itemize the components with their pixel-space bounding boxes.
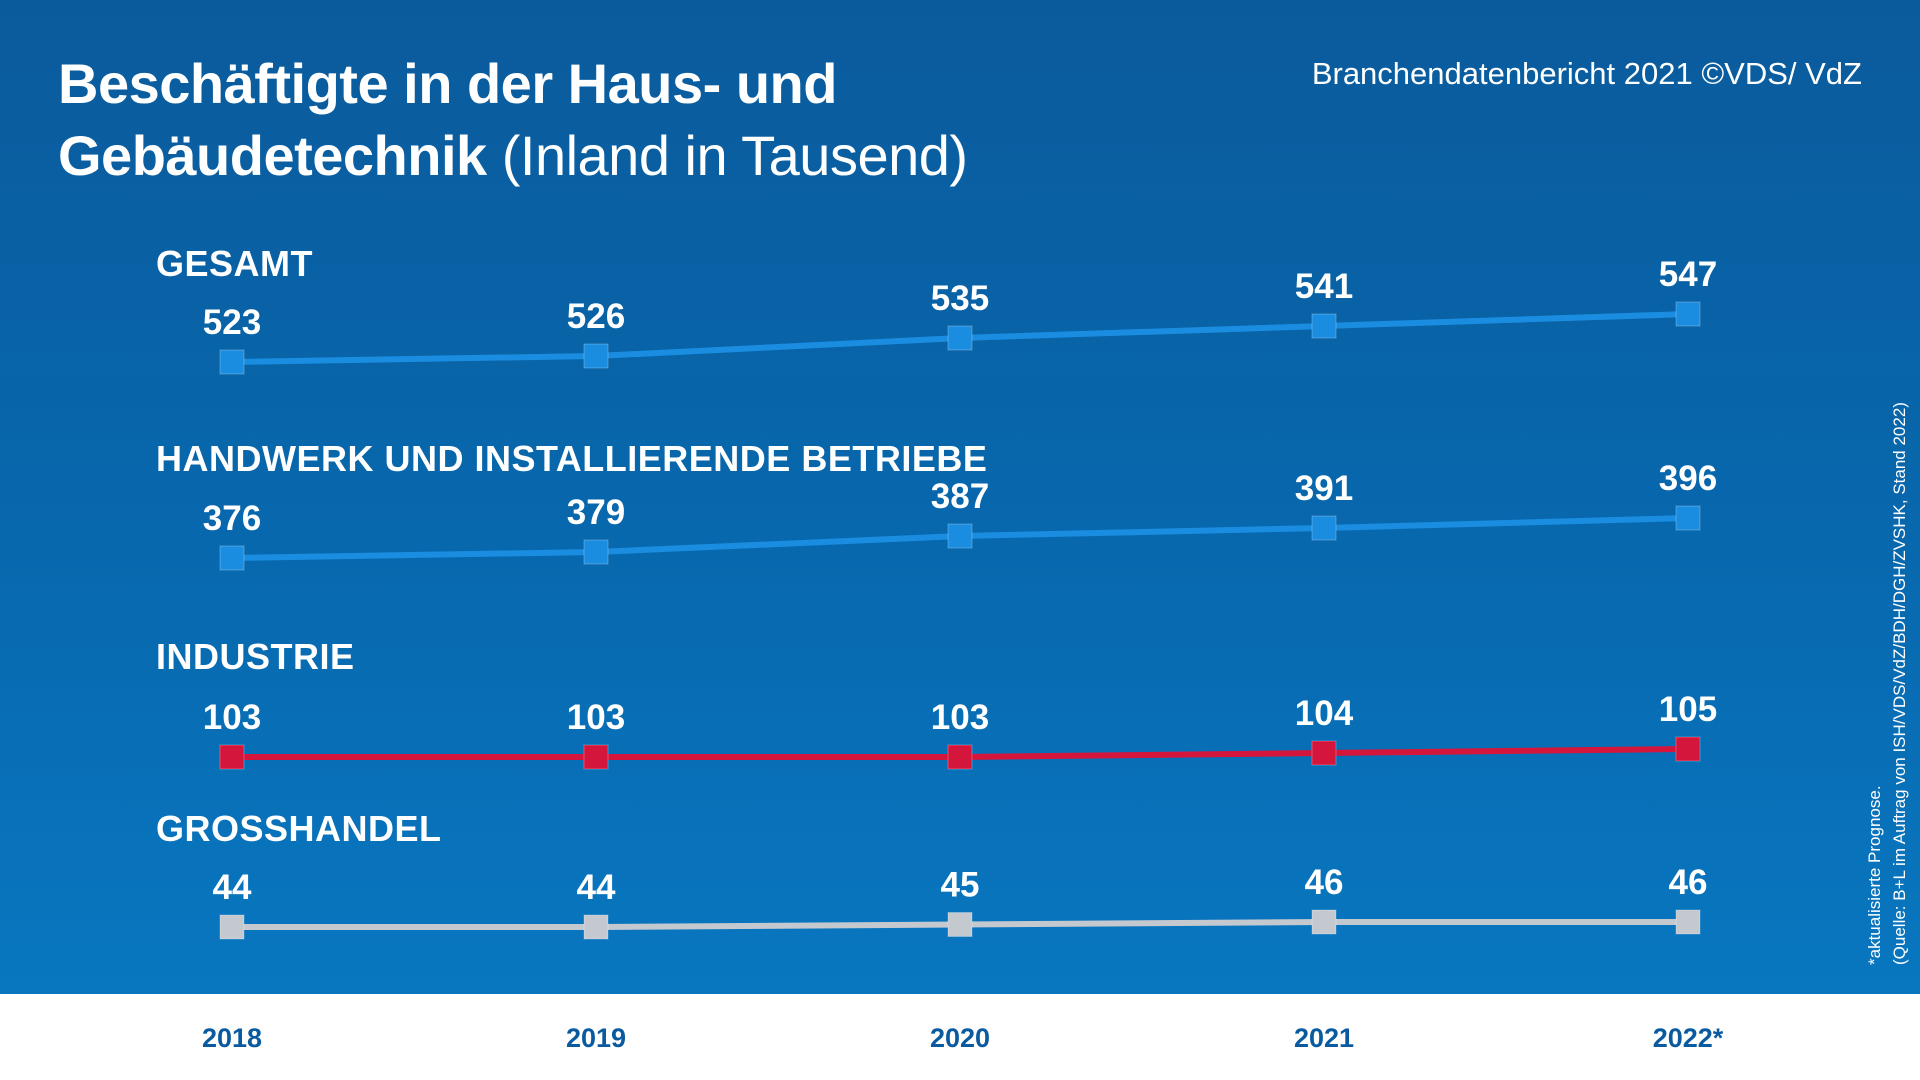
source-note: *aktualisierte Prognose. (Quelle: B+L im… — [1862, 285, 1912, 965]
data-point-2-3 — [1311, 740, 1337, 766]
data-label-3-1: 44 — [577, 868, 616, 907]
data-point-2-0 — [219, 744, 245, 770]
data-label-0-1: 526 — [567, 297, 625, 336]
title-line-2: Gebäudetechnik — [58, 124, 487, 187]
data-point-0-3 — [1311, 313, 1337, 339]
data-point-1-1 — [583, 539, 609, 565]
chart-panel — [0, 0, 1920, 994]
data-point-2-1 — [583, 744, 609, 770]
data-label-1-3: 391 — [1295, 469, 1353, 508]
data-label-3-4: 46 — [1669, 863, 1708, 902]
data-point-3-2 — [947, 912, 973, 937]
x-tick-2022: 2022* — [1652, 1023, 1724, 1053]
data-label-2-4: 105 — [1659, 690, 1717, 729]
x-tick-2018: 2018 — [201, 1023, 263, 1053]
title-line-1: Beschäftigte in der Haus- und — [58, 52, 837, 115]
data-label-3-0: 44 — [213, 868, 252, 907]
title-subtitle: (Inland in Tausend) — [501, 124, 968, 187]
data-label-1-2: 387 — [931, 477, 989, 516]
data-label-0-0: 523 — [203, 303, 261, 342]
data-label-3-3: 46 — [1305, 863, 1344, 902]
series-label-grosshandel: GROSSHANDEL — [156, 808, 442, 849]
data-point-3-3 — [1311, 909, 1337, 935]
data-point-0-1 — [583, 343, 609, 369]
data-point-1-2 — [947, 523, 973, 549]
data-point-1-4 — [1675, 505, 1701, 531]
data-label-0-4: 547 — [1659, 255, 1717, 294]
series-label-handwerk: HANDWERK UND INSTALLIERENDE BETRIEBE — [156, 438, 988, 479]
x-tick-2020: 2020 — [929, 1023, 991, 1053]
data-label-1-1: 379 — [567, 493, 625, 532]
data-point-3-1 — [583, 914, 609, 940]
source-citation: (Quelle: B+L im Auftrag von ISH/VDS/VdZ/… — [1890, 402, 1909, 965]
data-label-2-1: 103 — [567, 698, 625, 737]
data-label-1-4: 396 — [1659, 459, 1717, 498]
chart-title: Beschäftigte in der Haus- und Gebäudetec… — [58, 48, 968, 192]
data-point-0-2 — [947, 325, 973, 351]
data-point-3-4 — [1675, 909, 1701, 935]
data-point-2-4 — [1675, 736, 1701, 762]
x-tick-2019: 2019 — [565, 1023, 627, 1053]
footnote-text: *aktualisierte Prognose. — [1865, 785, 1884, 965]
data-label-0-2: 535 — [931, 279, 989, 318]
x-tick-2021: 2021 — [1293, 1023, 1355, 1053]
data-label-1-0: 376 — [203, 499, 261, 538]
data-point-2-2 — [947, 744, 973, 770]
data-point-0-0 — [219, 349, 245, 375]
data-label-2-0: 103 — [203, 698, 261, 737]
data-point-1-3 — [1311, 515, 1337, 541]
report-source: Branchendatenbericht 2021 ©VDS/ VdZ — [1311, 56, 1862, 91]
data-label-2-2: 103 — [931, 698, 989, 737]
series-label-gesamt: GESAMT — [156, 243, 314, 284]
data-label-2-3: 104 — [1295, 694, 1354, 733]
data-point-3-0 — [219, 914, 245, 940]
data-label-0-3: 541 — [1295, 267, 1353, 306]
data-label-3-2: 45 — [941, 866, 980, 905]
data-point-0-4 — [1675, 301, 1701, 327]
data-point-1-0 — [219, 545, 245, 571]
series-label-industrie: INDUSTRIE — [156, 636, 355, 677]
